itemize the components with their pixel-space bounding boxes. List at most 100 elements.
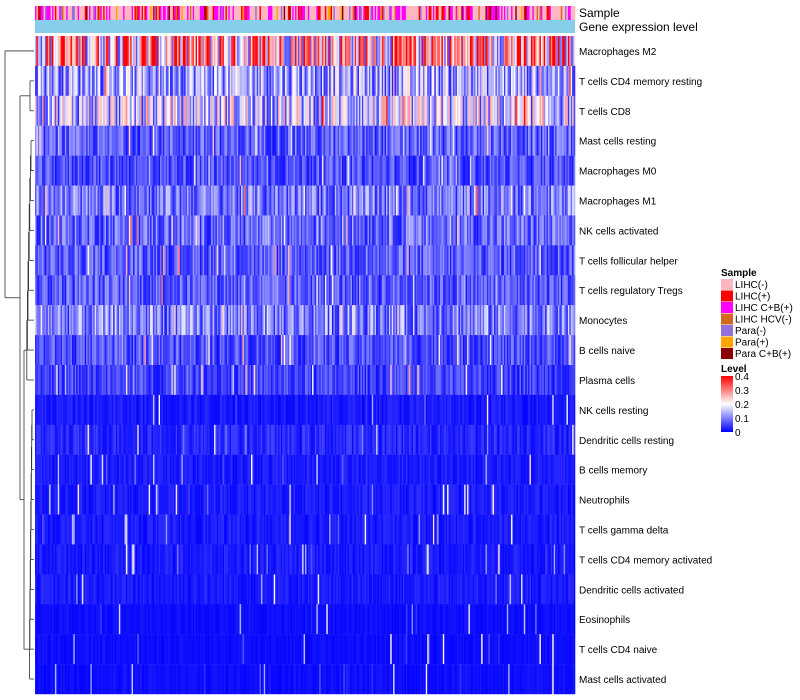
heatmap-cell — [103, 275, 105, 306]
heatmap-cell — [502, 215, 505, 246]
heatmap-cell — [278, 185, 280, 216]
heatmap-cell — [474, 185, 476, 216]
heatmap-cell — [469, 215, 472, 246]
heatmap-cell — [485, 185, 488, 216]
heatmap-cell — [400, 185, 402, 216]
heatmap-cell — [408, 245, 411, 276]
sample-cell — [329, 6, 331, 20]
heatmap-cell — [191, 335, 194, 366]
heatmap-cell — [398, 215, 401, 246]
heatmap-cell — [135, 305, 138, 336]
heatmap-cell — [280, 335, 283, 366]
heatmap-cell — [411, 275, 414, 306]
heatmap-cell — [440, 365, 442, 396]
heatmap-cell — [63, 335, 66, 366]
heatmap-cell — [437, 305, 439, 336]
heatmap-cell — [124, 155, 127, 186]
heatmap-cell — [110, 335, 113, 366]
heatmap-cell — [563, 305, 566, 336]
heatmap-cell — [275, 215, 277, 246]
heatmap-cell — [465, 275, 468, 306]
heatmap-cell — [367, 245, 370, 276]
heatmap-cell — [388, 185, 391, 216]
heatmap-cell — [56, 305, 59, 336]
heatmap-cell — [482, 335, 485, 366]
heatmap-cell — [415, 215, 418, 246]
sample-cell — [141, 6, 144, 20]
heatmap-cell — [383, 335, 385, 366]
heatmap-cell — [425, 185, 428, 216]
heatmap-cell — [98, 245, 101, 276]
heatmap-cell — [202, 275, 205, 306]
heatmap-cell — [303, 245, 306, 276]
heatmap-cell — [476, 305, 479, 336]
heatmap-cell — [279, 125, 282, 156]
heatmap-cell — [503, 155, 506, 186]
heatmap-cell — [354, 215, 357, 246]
heatmap-cell — [134, 155, 137, 186]
heatmap-cell — [179, 215, 182, 246]
heatmap-cell — [44, 305, 47, 336]
heatmap-cell — [459, 305, 462, 336]
heatmap-cell — [454, 215, 456, 246]
heatmap-cell — [428, 185, 431, 216]
heatmap-cell — [307, 36, 310, 67]
heatmap-cell — [386, 36, 388, 67]
heatmap-cell — [320, 65, 323, 97]
heatmap-cell — [347, 65, 350, 97]
sample-cell — [447, 6, 449, 20]
heatmap-cell — [339, 305, 341, 336]
heatmap-cell — [530, 335, 533, 366]
heatmap-cell — [442, 125, 445, 156]
heatmap-cell — [548, 95, 550, 126]
heatmap-cell — [154, 275, 157, 306]
heatmap-cell — [199, 65, 202, 97]
heatmap-cell — [162, 155, 165, 186]
heatmap-cell — [376, 185, 378, 216]
heatmap-cell — [60, 36, 63, 67]
heatmap-cell — [107, 36, 110, 67]
heatmap-cell — [201, 245, 203, 276]
heatmap-cell — [323, 275, 326, 306]
heatmap-cell — [165, 275, 168, 306]
heatmap-cell — [381, 305, 384, 336]
heatmap-cell — [187, 275, 189, 306]
heatmap-cell — [489, 125, 492, 156]
heatmap-cell — [481, 95, 483, 126]
heatmap-cell — [397, 36, 400, 67]
heatmap-cell — [248, 305, 250, 336]
heatmap-cell — [236, 65, 239, 97]
heatmap-cell — [161, 65, 164, 97]
heatmap-cell — [100, 305, 103, 336]
heatmap-cell — [66, 365, 68, 396]
heatmap-cell — [323, 36, 326, 67]
heatmap-cell — [546, 155, 549, 186]
heatmap-cell — [376, 65, 378, 97]
heatmap-cell — [157, 245, 159, 276]
heatmap-cell — [364, 185, 367, 216]
heatmap-cell — [100, 65, 103, 97]
heatmap-cell — [179, 305, 182, 336]
heatmap-cell — [181, 305, 184, 336]
heatmap-cell — [366, 36, 368, 67]
heatmap-cell — [538, 125, 540, 156]
heatmap-cell — [529, 155, 532, 186]
heatmap-cell — [484, 365, 486, 396]
heatmap-cell — [340, 36, 343, 67]
heatmap-cell — [175, 36, 178, 67]
heatmap-cell — [486, 215, 489, 246]
heatmap-cell — [390, 245, 392, 276]
heatmap-cell — [508, 125, 510, 156]
heatmap-cell — [341, 335, 344, 366]
heatmap-cell — [464, 95, 466, 126]
heatmap-cell — [445, 125, 448, 156]
heatmap-cell — [80, 36, 83, 67]
heatmap-cell — [164, 185, 167, 216]
heatmap-cell — [275, 155, 277, 186]
heatmap-cell — [91, 125, 94, 156]
heatmap-cell — [310, 245, 313, 276]
heatmap-cell — [252, 335, 255, 366]
heatmap-cell — [185, 215, 188, 246]
heatmap-cell — [295, 185, 297, 216]
heatmap-cell — [219, 245, 222, 276]
